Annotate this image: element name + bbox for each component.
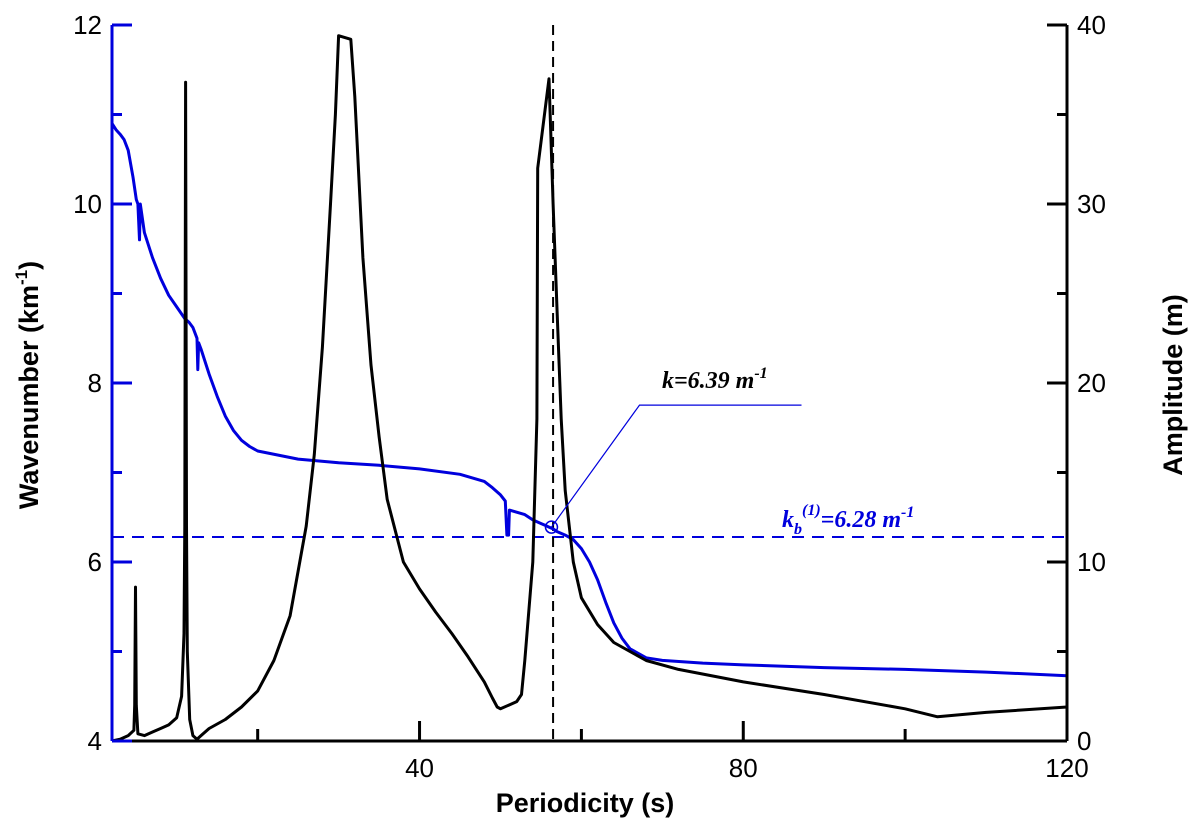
y-left-axis-title-sup: -1 bbox=[12, 270, 31, 285]
y-right-tick-label: 40 bbox=[1077, 10, 1106, 40]
y-left-tick-label: 8 bbox=[88, 368, 102, 398]
reference-label-rest: =6.28 m bbox=[821, 507, 901, 533]
y-left-tick-label: 10 bbox=[73, 189, 102, 219]
y-left-tick-label: 4 bbox=[88, 726, 102, 756]
y-left-axis-title-main: Wavenumber (km bbox=[14, 285, 44, 509]
amplitude-line bbox=[111, 34, 1068, 743]
plot-lines bbox=[110, 25, 1068, 743]
y-right-tick-label: 30 bbox=[1077, 189, 1106, 219]
reference-line-label: kb(1)=6.28 m-1 bbox=[782, 502, 914, 538]
y-left-axis-title: Wavenumber (km-1) bbox=[12, 261, 44, 509]
x-tick-label: 40 bbox=[405, 753, 434, 783]
ticks bbox=[112, 23, 1069, 743]
y-left-tick-label: 12 bbox=[73, 10, 102, 40]
y-right-tick-label: 20 bbox=[1077, 368, 1106, 398]
wavenumber-line bbox=[110, 122, 1068, 678]
y-right-axis-title: Amplitude (m) bbox=[1158, 294, 1188, 476]
y-left-tick-label: 6 bbox=[88, 547, 102, 577]
y-right-tick-label: 0 bbox=[1077, 726, 1091, 756]
marker-label: k=6.39 m-1 bbox=[662, 365, 768, 394]
marker-leader bbox=[551, 404, 802, 528]
reference-label-main: k bbox=[782, 507, 794, 533]
marker-label-main: k=6.39 m bbox=[662, 368, 754, 394]
x-tick-label: 120 bbox=[1045, 753, 1088, 783]
marker-label-sup: -1 bbox=[754, 365, 767, 382]
reference-label-sup: (1) bbox=[802, 502, 821, 519]
y-right-tick-label: 10 bbox=[1077, 547, 1106, 577]
x-tick-label: 80 bbox=[729, 753, 758, 783]
reference-label-unit-sup: -1 bbox=[901, 504, 914, 521]
reference-label-sub: b bbox=[794, 521, 802, 538]
y-left-axis-title-close: ) bbox=[14, 261, 44, 270]
x-axis-title: Periodicity (s) bbox=[496, 788, 675, 818]
marker-circle bbox=[544, 520, 559, 534]
